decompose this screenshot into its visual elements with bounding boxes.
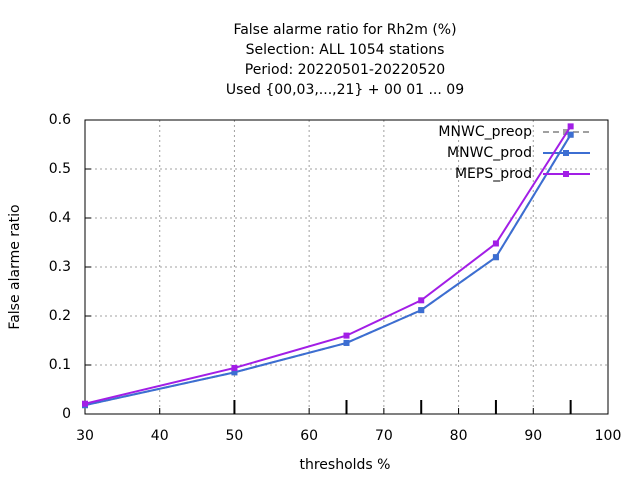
data-point	[567, 123, 574, 130]
y-axis-label: False alarme ratio	[7, 204, 23, 329]
y-tick-label: 0.6	[49, 112, 71, 128]
y-tick-label: 0.5	[49, 161, 71, 177]
chart-title: Used {00,03,...,21} + 00 01 ... 09	[226, 82, 464, 98]
x-axis-label: thresholds %	[300, 457, 391, 473]
x-tick-label: 100	[595, 428, 622, 444]
series-line	[84, 125, 572, 405]
data-point	[343, 332, 350, 339]
legend-label: MNWC_prod	[447, 145, 532, 161]
data-point	[567, 131, 574, 138]
y-tick-label: 0.4	[49, 210, 71, 226]
y-tick-label: 0.3	[49, 259, 71, 275]
legend-label: MEPS_prod	[455, 166, 532, 182]
legend-marker	[563, 150, 569, 156]
x-tick-label: 70	[375, 428, 393, 444]
legend-marker	[563, 171, 569, 177]
x-tick-label: 90	[524, 428, 542, 444]
x-tick-label: 40	[151, 428, 169, 444]
data-point	[343, 339, 350, 346]
y-tick-label: 0.2	[49, 308, 71, 324]
data-point	[418, 297, 425, 304]
data-point	[231, 364, 238, 371]
x-tick-label: 50	[226, 428, 244, 444]
y-tick-label: 0	[62, 406, 71, 422]
y-tick-label: 0.1	[49, 357, 71, 373]
data-point	[231, 369, 238, 376]
plot-border	[84, 119, 609, 415]
data-point	[418, 307, 425, 314]
chart-title: Selection: ALL 1054 stations	[246, 42, 445, 58]
x-tick-label: 30	[76, 428, 94, 444]
data-point	[492, 254, 499, 261]
chart-title: Period: 20220501-20220520	[245, 62, 445, 78]
x-tick-label: 80	[450, 428, 468, 444]
data-point	[492, 240, 499, 247]
series-line	[84, 134, 572, 407]
chart-title: False alarme ratio for Rh2m (%)	[233, 22, 456, 38]
data-point	[82, 400, 88, 407]
legend-label: MNWC_preop	[438, 124, 532, 140]
x-tick-label: 60	[300, 428, 318, 444]
